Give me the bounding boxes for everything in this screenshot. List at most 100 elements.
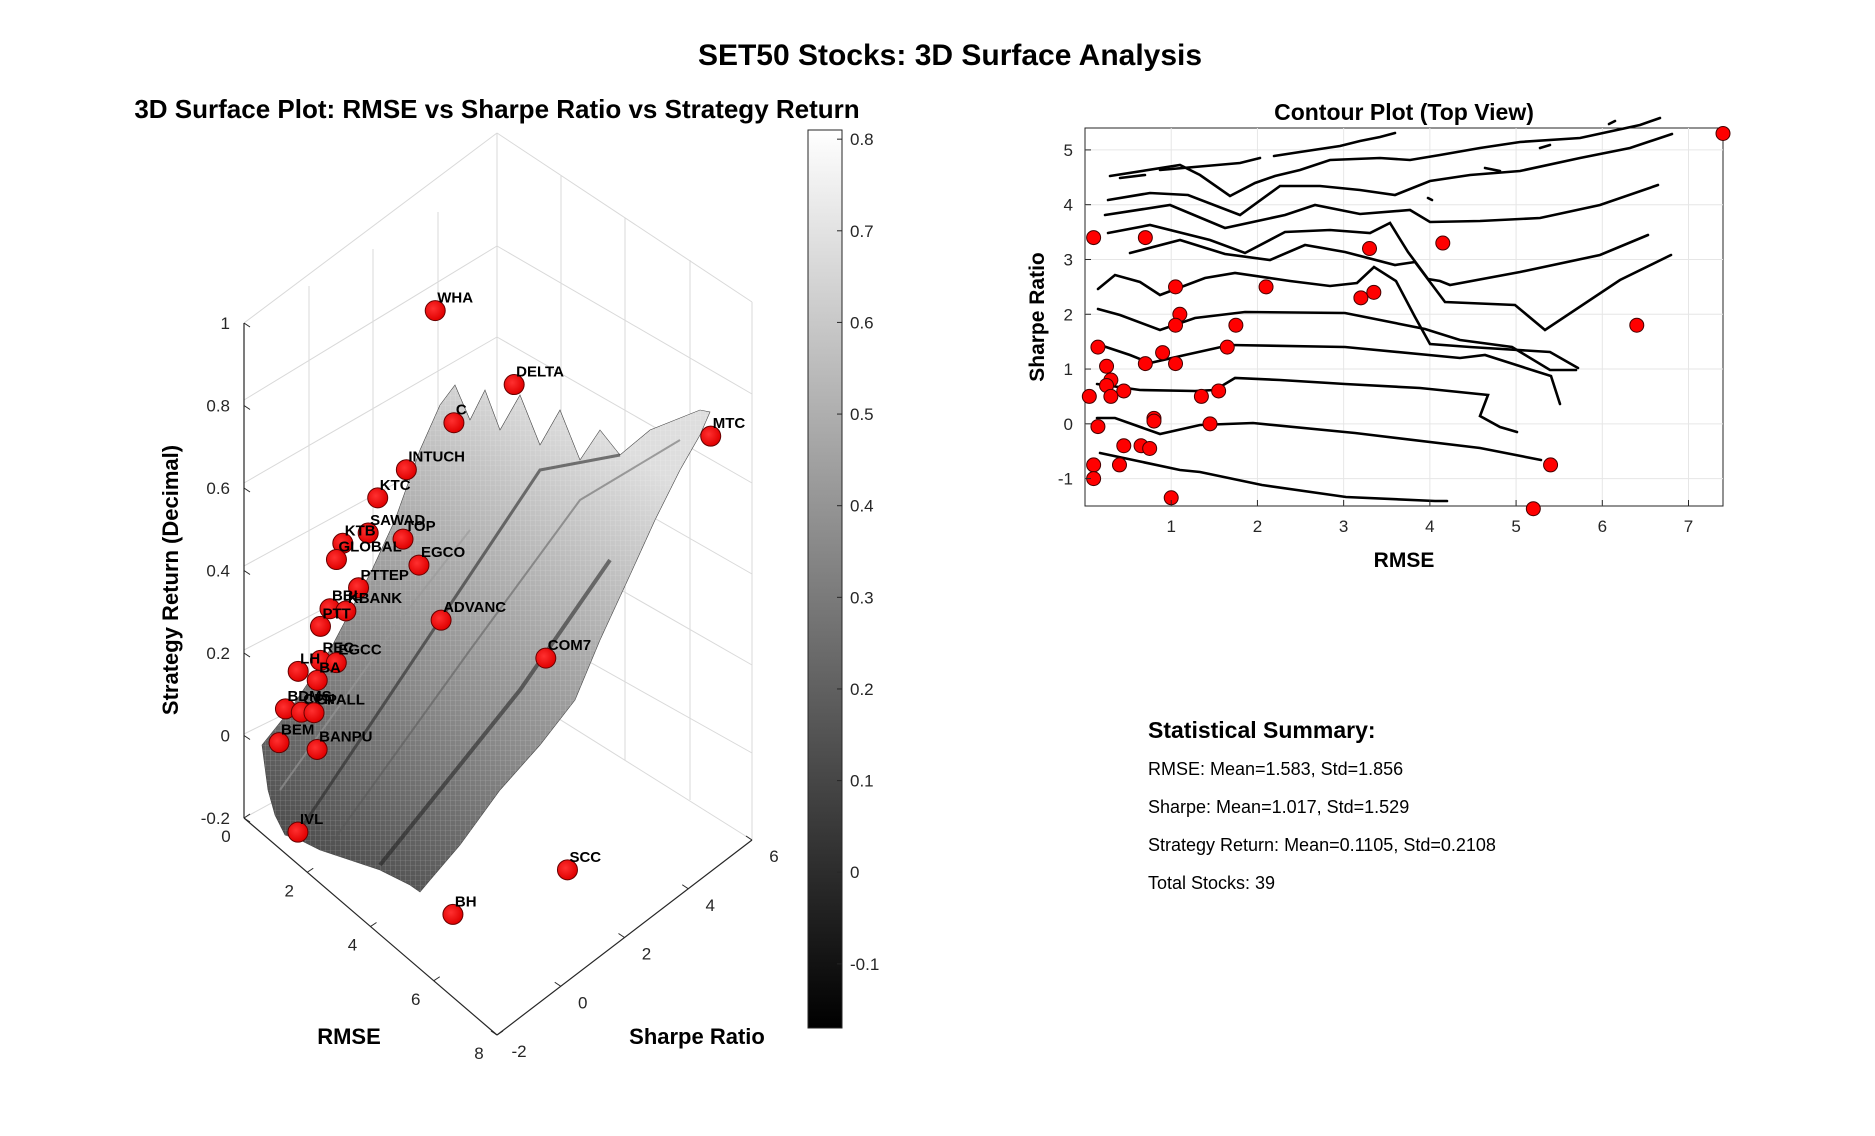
contour-x-tick-label: 7 <box>1684 517 1693 536</box>
z-axis-ticks: -0.2 0 0.2 0.4 0.6 0.8 1 <box>201 314 251 828</box>
sharpe-tick-label: 4 <box>706 896 715 915</box>
surface-point-label: SAWAD <box>370 512 425 529</box>
z-tick-label: 0 <box>221 727 230 746</box>
contour-y-ticks: -1 0 1 2 3 4 5 <box>1058 141 1091 489</box>
contour-point <box>1137 230 1153 246</box>
z-tick-label: 0.4 <box>206 562 230 581</box>
contour-x-tick-label: 1 <box>1166 517 1175 536</box>
surface-point <box>287 821 309 843</box>
contour-point <box>1193 388 1209 404</box>
surface-point <box>392 528 414 550</box>
surface-point-label: EGCO <box>421 544 466 561</box>
contour-x-tick-label: 4 <box>1425 517 1434 536</box>
contour-plot-title: Contour Plot (Top View) <box>1274 99 1534 125</box>
surface-point <box>325 549 347 571</box>
colorbar-tick-label: 0.8 <box>850 130 874 149</box>
figure-title: SET50 Stocks: 3D Surface Analysis <box>698 39 1202 72</box>
surface-point-label: TOP <box>405 518 436 535</box>
surface-point <box>535 647 557 669</box>
surface-point-label: EGCC <box>338 642 382 659</box>
colorbar-tick-label: 0.2 <box>850 680 874 699</box>
surface-point-label: IVL <box>300 811 323 828</box>
colorbar-tick-label: 0.3 <box>850 588 874 607</box>
contour-y-tick-label: 2 <box>1064 305 1073 324</box>
surface-point-label: KTB <box>345 522 376 539</box>
surface-point <box>408 554 430 576</box>
surface-point-label: BEM <box>281 722 314 739</box>
surface-point <box>306 738 328 760</box>
contour-lines <box>1095 116 1674 503</box>
surface-point-label: MTC <box>713 415 746 432</box>
sharpe-tick-mark <box>554 981 562 987</box>
contour-x-ticks: 1 2 3 4 5 6 7 <box>1166 500 1693 536</box>
rmse-tick-label: 0 <box>221 827 230 846</box>
contour-grid <box>1085 128 1723 506</box>
surface-point-label: PTT <box>322 605 350 622</box>
surface-point <box>325 652 347 674</box>
contour-point <box>1146 413 1162 429</box>
sharpe-tick-mark <box>745 835 753 841</box>
colorbar-tick-label: 0.1 <box>850 772 874 791</box>
colorbar-tick-label: 0.7 <box>850 222 874 241</box>
rmse-tick-mark <box>496 1030 504 1036</box>
contour-point <box>1362 241 1378 257</box>
contour-point <box>1137 356 1153 372</box>
surface-point <box>430 609 452 631</box>
rmse-tick-mark <box>243 813 251 819</box>
sharpe-tick-mark <box>490 1030 498 1036</box>
z-tick-label: -0.2 <box>201 809 230 828</box>
sharpe-axis-ticks: -2 0 2 4 6 <box>490 835 779 1061</box>
surface-point-label: BBL <box>332 588 363 605</box>
contour-x-tick-label: 5 <box>1511 517 1520 536</box>
z-tick-label: 1 <box>221 314 230 333</box>
surface-point-label: SCC <box>569 849 601 866</box>
surface-point <box>395 459 417 481</box>
z-tick-mark <box>243 817 251 823</box>
surface-point-label: LH <box>300 650 320 667</box>
rmse-tick-label: 8 <box>474 1044 483 1063</box>
sharpe-tick-label: -2 <box>511 1042 526 1061</box>
surface-point-label: C <box>456 402 467 419</box>
surface-point-label: BA <box>319 659 341 676</box>
colorbar-tick-label: -0.1 <box>850 955 879 974</box>
surface-point-label: ADVANC <box>443 599 506 616</box>
contour-point <box>1219 339 1235 355</box>
sharpe-tick-label: 2 <box>642 945 651 964</box>
contour-y-tick-label: 3 <box>1064 250 1073 269</box>
colorbar-tick-label: 0 <box>850 863 859 882</box>
contour-point <box>1168 279 1184 295</box>
z-tick-label: 0.6 <box>206 479 230 498</box>
rmse-tick-mark <box>370 922 377 927</box>
statistical-summary: Statistical Summary: RMSE: Mean=1.583, S… <box>1148 717 1496 893</box>
surface-point <box>335 600 357 622</box>
contour-point <box>1081 388 1097 404</box>
contour-point <box>1103 388 1119 404</box>
contour-point <box>1202 416 1218 432</box>
contour-point <box>1629 317 1645 333</box>
colorbar: -0.1 0 0.1 0.2 0.3 0.4 0.5 0.6 0.7 0.8 <box>807 129 879 1029</box>
contour-point <box>1116 438 1132 454</box>
contour-x-tick-label: 2 <box>1253 517 1262 536</box>
surface-point-label: BANPU <box>319 728 372 745</box>
surface-point <box>442 903 464 925</box>
surface-point-label: KTC <box>380 477 411 494</box>
contour-x-tick-label: 6 <box>1598 517 1607 536</box>
surface-point-label: REC <box>322 639 354 656</box>
sharpe-tick-mark <box>618 933 625 938</box>
z-tick-mark <box>243 322 251 328</box>
surface-3d-plot: 3D Surface Plot: RMSE vs Sharpe Ratio vs… <box>134 94 879 1063</box>
contour-y-label: Sharpe Ratio <box>1026 252 1049 382</box>
contour-point <box>1155 345 1171 361</box>
contour-point <box>1086 457 1102 473</box>
surface-point-label: BH <box>455 893 477 910</box>
rmse-tick-label: 4 <box>348 936 357 955</box>
surface-point-label: INTUCH <box>408 449 465 466</box>
contour-point <box>1228 317 1244 333</box>
surface-point-label: GLOBAL <box>338 539 401 556</box>
surface-point <box>424 300 446 322</box>
surface-point <box>367 487 389 509</box>
sharpe-axis-label: Sharpe Ratio <box>629 1024 765 1049</box>
z-axis-label: Strategy Return (Decimal) <box>158 445 183 715</box>
surface-point-label: KBANK <box>348 590 402 607</box>
